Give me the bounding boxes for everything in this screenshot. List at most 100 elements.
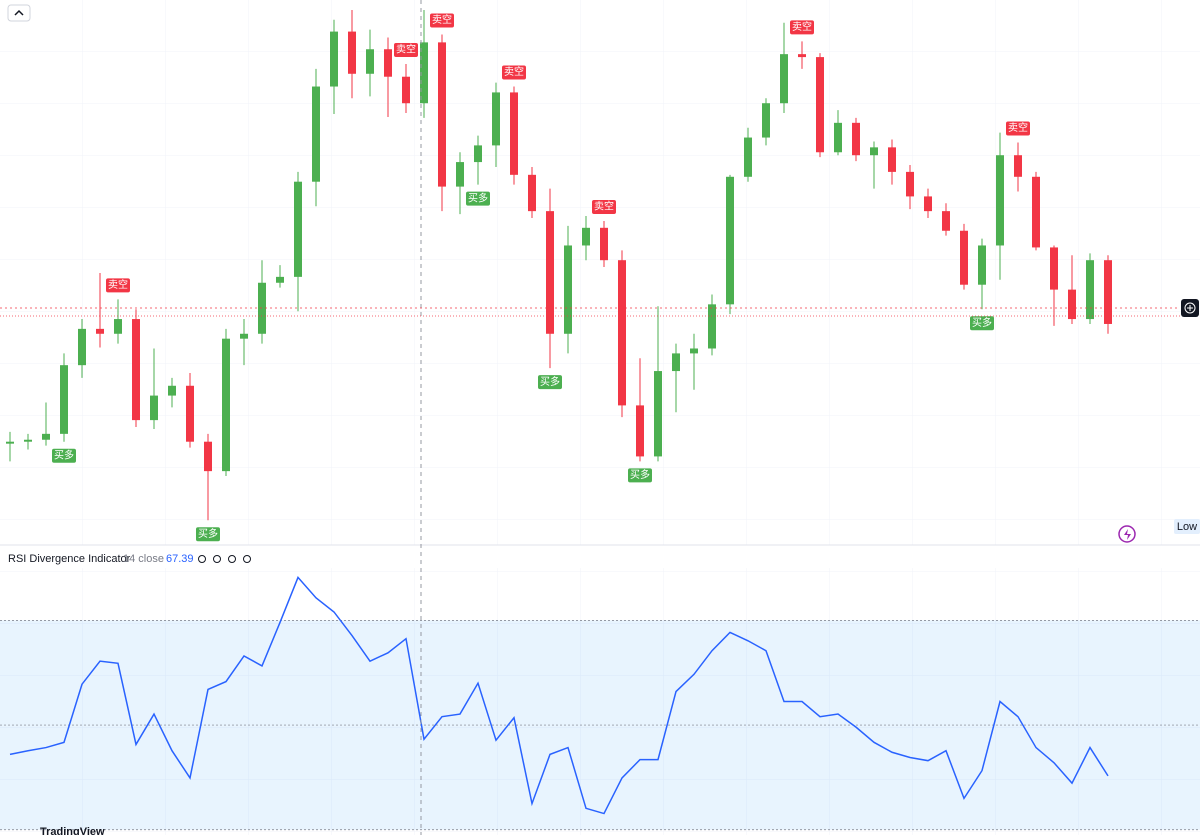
- signal-text: 卖空: [504, 65, 524, 78]
- candle-body: [276, 276, 284, 283]
- signal-label: [592, 199, 616, 214]
- signal-label: [430, 13, 454, 28]
- candle-body: [852, 122, 860, 156]
- signal-label: [970, 316, 994, 331]
- signal-label: [790, 20, 814, 35]
- candle-body: [420, 42, 428, 104]
- candle-body: [726, 176, 734, 305]
- candle-body: [816, 57, 824, 153]
- collapse-icon: [14, 9, 24, 16]
- candle-body: [186, 385, 194, 442]
- candle-body: [366, 49, 374, 74]
- signal-text: 买多: [198, 527, 218, 540]
- candle-body: [60, 365, 68, 434]
- badge: [1174, 519, 1200, 534]
- candle-body: [906, 171, 914, 197]
- candle-body: [168, 385, 176, 396]
- candle-body: [294, 181, 302, 277]
- candle-body: [330, 31, 338, 87]
- candle-body: [492, 92, 500, 146]
- candle-body: [132, 319, 140, 421]
- indicator-title: RSI Divergence Indicator: [8, 553, 131, 565]
- candle-body: [438, 42, 446, 187]
- candle-body: [996, 155, 1004, 246]
- signal-text: 卖空: [108, 278, 128, 291]
- candle-body: [384, 49, 392, 77]
- alert-icon: [1124, 529, 1131, 540]
- candle-body: [1014, 155, 1022, 177]
- signal-label: [196, 527, 220, 542]
- candle-body: [348, 31, 356, 74]
- candle-body: [402, 76, 410, 104]
- signal-text: 买多: [468, 191, 488, 204]
- candle-body: [222, 338, 230, 472]
- signal-label: [502, 65, 526, 80]
- candle-body: [924, 196, 932, 212]
- grid: [0, 0, 1200, 545]
- candle-body: [834, 122, 842, 153]
- candle-body: [690, 348, 698, 354]
- candle-body: [708, 304, 716, 349]
- candle-body: [204, 441, 212, 472]
- candle-body: [564, 245, 572, 334]
- candle-body: [78, 328, 86, 366]
- rsi-pane: [0, 576, 1200, 831]
- candle-body: [618, 260, 626, 406]
- candle-body: [888, 147, 896, 172]
- collapse-button[interactable]: [7, 4, 31, 22]
- candle-body: [762, 103, 770, 138]
- signal-text: 卖空: [396, 43, 416, 56]
- candle-body: [42, 433, 50, 440]
- candle-body: [150, 395, 158, 421]
- candle-body: [6, 441, 14, 444]
- logo: TradingView: [40, 826, 105, 835]
- signal-text: 卖空: [792, 20, 812, 33]
- candle-body: [1104, 260, 1112, 324]
- candle-body: [546, 211, 554, 334]
- candle-body: [240, 333, 248, 339]
- indicator-value: 67.39: [166, 553, 194, 565]
- candle-body: [1032, 176, 1040, 248]
- candle-body: [636, 405, 644, 457]
- candle-body: [744, 137, 752, 177]
- signal-label: [106, 278, 130, 293]
- signal-label: [52, 448, 76, 463]
- alert-icon[interactable]: [1118, 525, 1136, 543]
- signal-text: 买多: [972, 316, 992, 329]
- candle-body: [582, 227, 590, 246]
- candle-body: [474, 145, 482, 163]
- candle-body: [798, 54, 806, 58]
- candle-body: [1050, 247, 1058, 290]
- candle-body: [114, 319, 122, 334]
- candle-body: [312, 86, 320, 182]
- signal-label: [394, 42, 418, 57]
- candle-body: [960, 230, 968, 285]
- candle-body: [942, 211, 950, 231]
- candle-body: [672, 353, 680, 372]
- candle-body: [510, 92, 518, 175]
- candle-body: [24, 439, 32, 442]
- signal-label: [1006, 121, 1030, 136]
- candle-body: [96, 328, 104, 334]
- signal-label: [538, 375, 562, 390]
- signal-text: 买多: [54, 448, 74, 461]
- indicator-icons: [198, 555, 251, 563]
- add-icon: [1184, 302, 1196, 314]
- rsi-line: [9, 576, 1109, 815]
- signal-text: 卖空: [1008, 121, 1028, 134]
- candle-body: [1068, 289, 1076, 320]
- candle-body: [978, 245, 986, 285]
- candle-body: [870, 147, 878, 156]
- candle-body: [600, 227, 608, 261]
- candle-body: [780, 54, 788, 104]
- candle-body: [654, 371, 662, 457]
- signal-label: [466, 191, 490, 206]
- indicator-params: 14 close: [123, 553, 164, 565]
- signal-label: [628, 468, 652, 483]
- signal-text: 卖空: [432, 13, 452, 26]
- candle-body: [456, 162, 464, 187]
- signal-text: 买多: [540, 375, 560, 388]
